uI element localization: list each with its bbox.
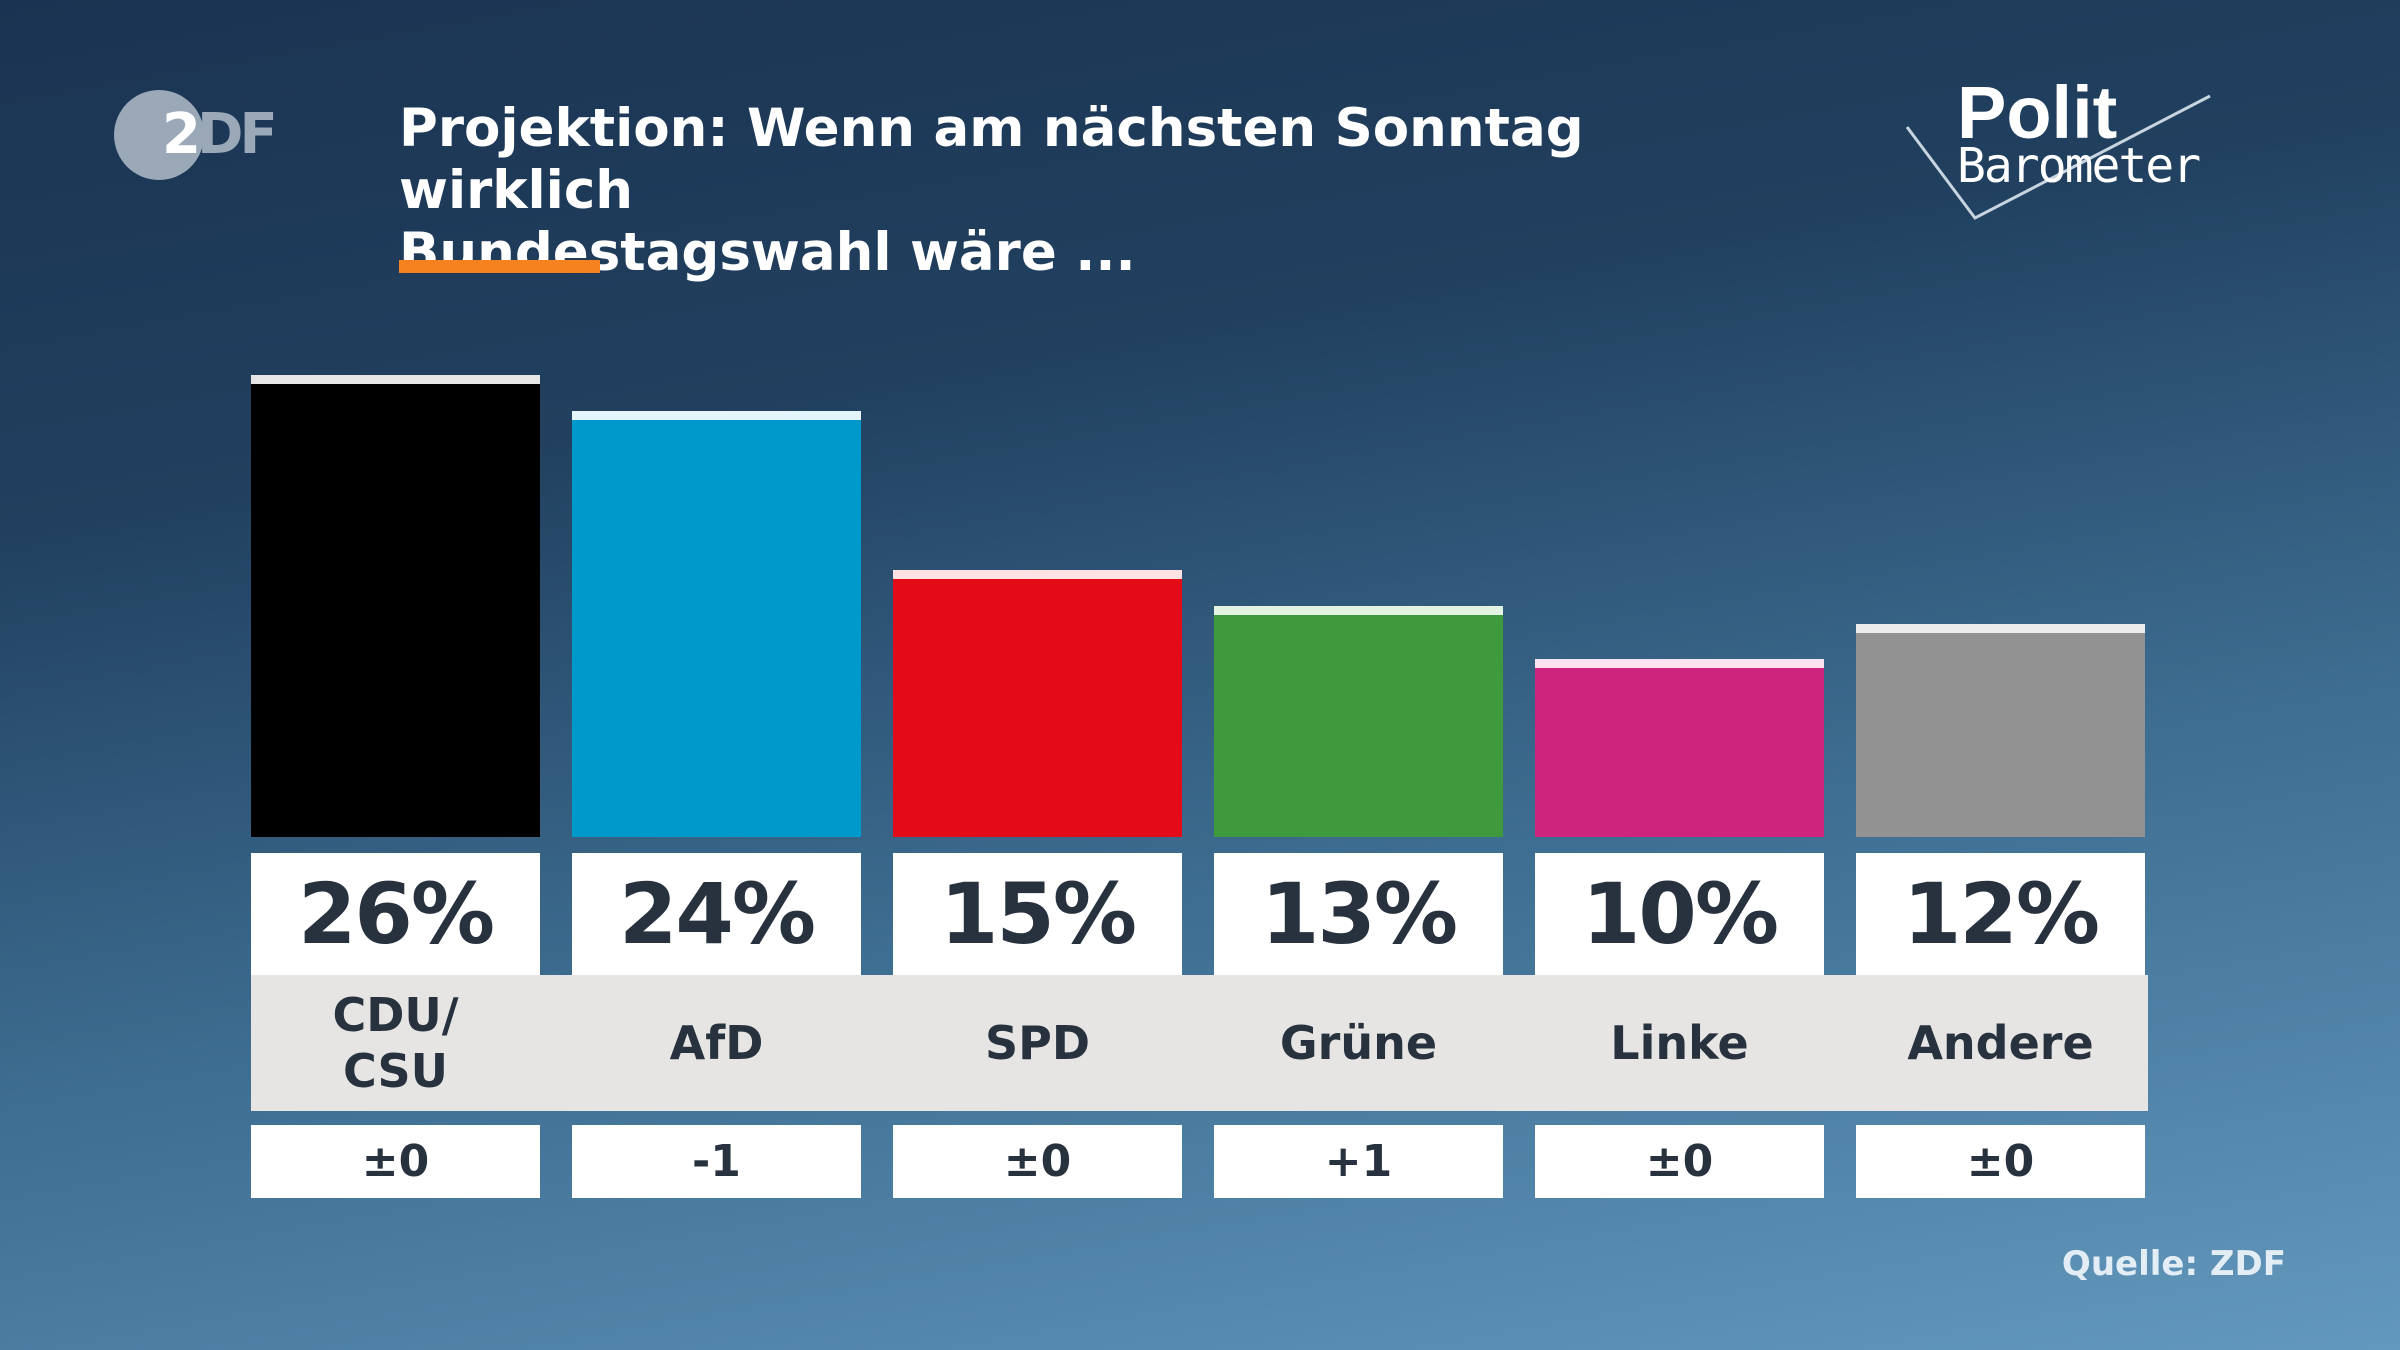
bar-1	[572, 410, 861, 837]
change-label: +1	[1214, 1125, 1503, 1198]
change-label: ±0	[1856, 1125, 2145, 1198]
change-label: ±0	[1535, 1125, 1824, 1198]
change-label: ±0	[893, 1125, 1182, 1198]
value-label: 13%	[1214, 853, 1503, 975]
bar-5	[1856, 623, 2145, 837]
party-label: Linke	[1610, 1016, 1749, 1070]
party-label: AfD	[669, 1016, 764, 1070]
politbarometer-logo: Polit Barometer	[1905, 70, 2215, 230]
change-label: -1	[572, 1125, 861, 1198]
title-line-2: Bundestagswahl wäre ...	[399, 222, 1136, 283]
value-label: 24%	[572, 853, 861, 975]
party-label-band	[251, 975, 2148, 1111]
bar-0	[251, 374, 540, 837]
title-accent-bar	[399, 260, 600, 273]
bar-4	[1535, 659, 1824, 837]
party-label: Grüne	[1279, 1016, 1438, 1070]
value-label: 26%	[251, 853, 540, 975]
party-label: SPD	[984, 1016, 1091, 1070]
source-label: Quelle: ZDF	[2061, 1244, 2286, 1284]
title-line-1: Projektion: Wenn am nächsten Sonntag wir…	[399, 98, 1584, 221]
zdf-logo: 2DF	[114, 90, 294, 180]
bar-3	[1214, 605, 1503, 837]
value-label: 15%	[893, 853, 1182, 975]
chart-title: Projektion: Wenn am nächsten Sonntag wir…	[399, 98, 1799, 284]
change-label: ±0	[251, 1125, 540, 1198]
value-label: 10%	[1535, 853, 1824, 975]
bar-2	[893, 570, 1182, 837]
party-label: CDU/ CSU	[332, 988, 459, 1098]
value-label: 12%	[1856, 853, 2145, 975]
party-label: Andere	[1907, 1016, 2094, 1070]
